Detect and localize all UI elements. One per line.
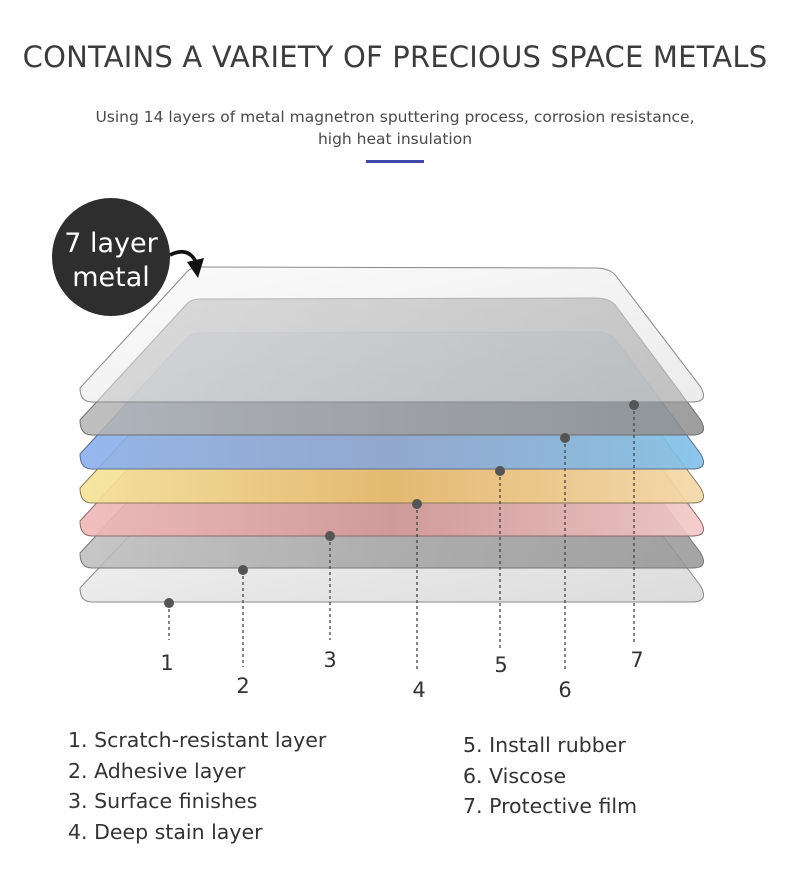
subtitle-line-2: high heat insulation <box>317 130 473 148</box>
legend-item-1: 1. Scratch-resistant layer <box>68 728 327 752</box>
callout-1 <box>164 598 174 640</box>
layer-number-2: 2 <box>236 674 249 698</box>
layer-number-6: 6 <box>558 678 571 702</box>
curved-arrow-icon <box>169 250 198 263</box>
legend-item-2: 2. Adhesive layer <box>68 758 246 783</box>
legend-left-column: 1. Scratch-resistant layer 2. Adhesive l… <box>68 725 326 847</box>
legend-right-column: 5. Install rubber 6. Viscose 7. Protecti… <box>463 730 637 822</box>
arrow-head-icon <box>187 258 204 278</box>
page-title: CONTAINS A VARIETY OF PRECIOUS SPACE MET… <box>22 40 768 74</box>
legend-item-4: 4. Deep stain layer <box>68 819 263 844</box>
legend-item-3: 3. Surface finishes <box>68 789 258 813</box>
layer-diagram: 7 layer metal 1 2 3 4 5 6 7 <box>52 198 705 702</box>
layer-number-1: 1 <box>160 651 173 675</box>
layer-sheet-top-clear <box>79 266 705 403</box>
callout-3 <box>325 531 335 640</box>
title-underline <box>366 160 424 163</box>
legend-item-5: 5. Install rubber <box>463 733 626 757</box>
page-subtitle: Using 14 layers of metal magnetron sputt… <box>45 106 745 150</box>
legend-item-7: 7. Protective film <box>463 794 638 818</box>
layer-number-3: 3 <box>323 648 336 672</box>
subtitle-line-1: Using 14 layers of metal magnetron sputt… <box>95 108 695 126</box>
badge-line-1: 7 layer <box>64 228 158 259</box>
layer-number-7: 7 <box>630 648 643 672</box>
callout-4 <box>412 499 422 672</box>
callout-2 <box>238 565 248 667</box>
layer-number-5: 5 <box>494 653 507 677</box>
layer-count-badge: 7 layer metal <box>52 198 204 316</box>
callout-5 <box>495 466 505 648</box>
badge-line-2: metal <box>72 262 150 293</box>
layer-number-4: 4 <box>412 678 425 702</box>
legend-item-6: 6. Viscose <box>463 763 567 788</box>
callout-6 <box>560 433 570 672</box>
badge-circle <box>52 198 170 316</box>
callout-7 <box>629 400 639 645</box>
